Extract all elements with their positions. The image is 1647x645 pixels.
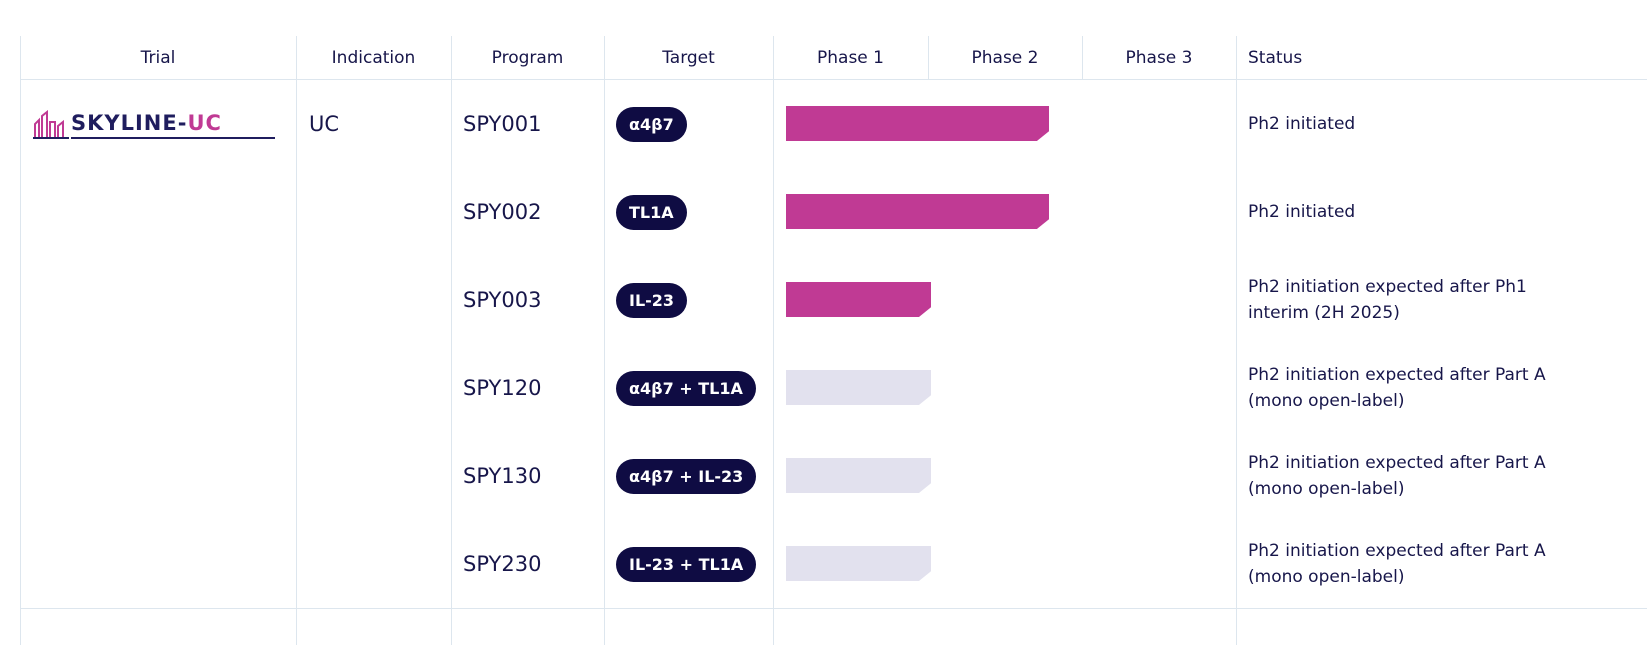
logo-underline <box>71 137 275 139</box>
status-text: Ph2 initiation expected after Part A (mo… <box>1248 541 1546 587</box>
header-trial: Trial <box>140 47 176 68</box>
grid-line-phase2 <box>1082 36 1083 80</box>
phase-progress-bar <box>786 458 931 493</box>
skyline-uc-logo: SKYLINE-UC <box>33 110 275 142</box>
header-divider <box>20 79 1647 80</box>
grid-line-indication <box>451 36 452 645</box>
program-name: SPY003 <box>463 288 542 312</box>
city-skyline-icon <box>33 110 69 139</box>
table-bottom-divider <box>20 608 1647 609</box>
header-target: Target <box>662 47 715 68</box>
grid-line-program <box>604 36 605 645</box>
target-badge: IL-23 + TL1A <box>616 547 757 582</box>
phase-progress-bar <box>786 370 931 405</box>
status-text: Ph2 initiated <box>1248 202 1356 222</box>
status-text: Ph2 initiation expected after Ph1 interi… <box>1248 277 1527 323</box>
status-text: Ph2 initiation expected after Part A (mo… <box>1248 453 1546 499</box>
grid-line-trial <box>296 36 297 645</box>
indication-value: UC <box>309 112 340 136</box>
header-indication: Indication <box>331 47 416 68</box>
program-name: SPY230 <box>463 552 542 576</box>
target-badge: α4β7 <box>616 107 687 142</box>
table-row: SPY120 α4β7 + TL1A Ph2 initiation expect… <box>0 365 1647 435</box>
program-name: SPY002 <box>463 200 542 224</box>
header-program: Program <box>491 47 564 68</box>
table-row: SPY130 α4β7 + IL-23 Ph2 initiation expec… <box>0 453 1647 523</box>
target-badge: α4β7 + TL1A <box>616 371 756 406</box>
grid-line-phase1 <box>928 36 929 80</box>
logo-text-accent: UC <box>187 111 222 135</box>
program-name: SPY130 <box>463 464 542 488</box>
header-phase-2: Phase 2 <box>971 47 1039 68</box>
header-phase-3: Phase 3 <box>1125 47 1193 68</box>
table-row: SPY002 TL1A Ph2 initiated <box>0 194 1647 259</box>
status-text: Ph2 initiation expected after Part A (mo… <box>1248 365 1546 411</box>
grid-line-phase3 <box>1236 36 1237 645</box>
program-name: SPY120 <box>463 376 542 400</box>
header-status: Status <box>1248 47 1303 68</box>
header-phase-1: Phase 1 <box>817 47 884 68</box>
table-row: SPY230 IL-23 + TL1A Ph2 initiation expec… <box>0 541 1647 611</box>
phase-progress-bar <box>786 546 931 581</box>
phase-progress-bar <box>786 194 1049 229</box>
target-badge: IL-23 <box>616 283 688 318</box>
grid-line-target <box>773 36 774 645</box>
phase-progress-bar <box>786 282 931 317</box>
grid-line-left <box>20 36 21 645</box>
table-row: SPY003 IL-23 Ph2 initiation expected aft… <box>0 277 1647 347</box>
logo-text-main: SKYLINE- <box>71 111 188 135</box>
program-name: SPY001 <box>463 112 542 136</box>
target-badge: TL1A <box>616 195 687 230</box>
table-row: SPY001 α4β7 Ph2 initiated <box>0 106 1647 171</box>
target-badge: α4β7 + IL-23 <box>616 459 757 494</box>
phase-progress-bar <box>786 106 1049 141</box>
status-text: Ph2 initiated <box>1248 114 1356 134</box>
logo-text: SKYLINE-UC <box>71 110 222 136</box>
